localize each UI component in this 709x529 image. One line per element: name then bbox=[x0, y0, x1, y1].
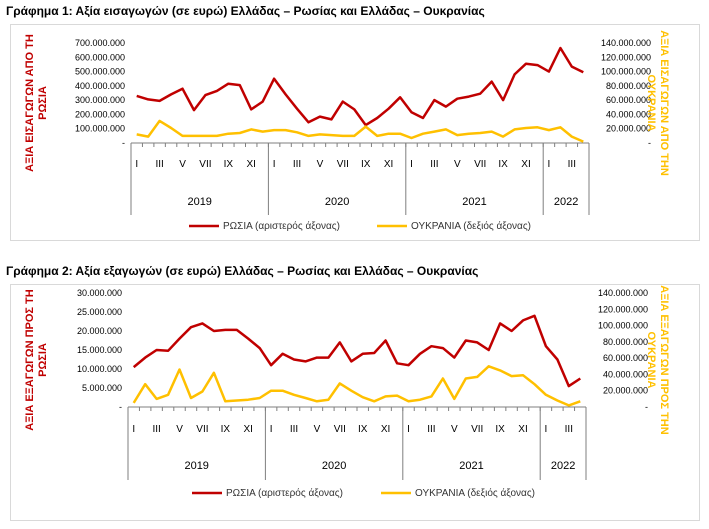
left-tick-label: 15.000.000 bbox=[77, 345, 122, 355]
chart2-svg: - 5.000.000 10.000.000 15.000.000 20.000.000… bbox=[24, 285, 670, 499]
month-label: III bbox=[290, 424, 298, 435]
month-label: VII bbox=[199, 159, 211, 170]
right-tick-label: 60.000.000 bbox=[603, 353, 648, 363]
month-label: V bbox=[314, 424, 321, 435]
chart1-svg: - 100.000.000 200.000.000 300.000.000 400.00… bbox=[24, 30, 670, 232]
year-label: 2020 bbox=[325, 196, 349, 208]
left-tick-label: 500.000.000 bbox=[75, 67, 125, 77]
month-label: I bbox=[132, 424, 135, 435]
left-tick-label: 5.000.000 bbox=[82, 383, 122, 393]
right-tick-label: 60.000.000 bbox=[606, 95, 651, 105]
left-tick-label: 200.000.000 bbox=[75, 109, 125, 119]
month-label: III bbox=[152, 424, 160, 435]
left-tick-label: 20.000.000 bbox=[77, 326, 122, 336]
year-label: 2021 bbox=[459, 460, 483, 472]
month-label: VII bbox=[334, 424, 346, 435]
right-axis-label: ΑΞΙΑ ΕΞΑΓΩΓΩΝ ΠΡΟΣ ΤΗΝΟΥΚΡΑΝΙΑ bbox=[645, 285, 670, 434]
month-label: VII bbox=[471, 424, 483, 435]
left-axis-label: ΑΞΙΑ ΕΞΑΓΩΓΩΝ ΠΡΟΣ ΤΗΡΩΣΙΑ bbox=[24, 289, 49, 431]
left-tick-label: - bbox=[122, 138, 125, 148]
left-tick-label: 100.000.000 bbox=[75, 124, 125, 134]
right-tick-label: - bbox=[645, 402, 648, 412]
month-label: IX bbox=[221, 424, 231, 435]
right-tick-label: 40.000.000 bbox=[606, 109, 651, 119]
series-line-ukraine bbox=[136, 119, 584, 143]
year-label: 2022 bbox=[554, 196, 578, 208]
month-label: I bbox=[135, 159, 138, 170]
left-axis-label: ΑΞΙΑ ΕΙΣΑΓΩΓΩΝ ΑΠΟ ΤΗΡΩΣΙΑ bbox=[24, 34, 49, 172]
right-tick-label: 100.000.000 bbox=[601, 67, 651, 77]
right-tick-label: 100.000.000 bbox=[598, 321, 648, 331]
month-label: III bbox=[427, 424, 435, 435]
right-tick-label: 80.000.000 bbox=[606, 81, 651, 91]
left-tick-label: 25.000.000 bbox=[77, 307, 122, 317]
series-line-russia bbox=[132, 314, 581, 388]
month-label: VII bbox=[196, 424, 208, 435]
month-label: XI bbox=[518, 424, 527, 435]
month-label: XI bbox=[384, 159, 393, 170]
month-label: III bbox=[565, 424, 573, 435]
month-label: III bbox=[293, 159, 301, 170]
year-label: 2022 bbox=[551, 460, 575, 472]
month-label: VII bbox=[337, 159, 349, 170]
month-label: VII bbox=[474, 159, 486, 170]
month-label: I bbox=[548, 159, 551, 170]
legend-label-ukraine: ΟΥΚΡΑΝΙΑ (δεξιός άξονας) bbox=[415, 487, 535, 499]
chart2-panel: - 5.000.000 10.000.000 15.000.000 20.000.000… bbox=[10, 284, 700, 521]
year-label: 2020 bbox=[322, 460, 346, 472]
month-label: I bbox=[545, 424, 548, 435]
month-label: IX bbox=[498, 159, 508, 170]
right-tick-label: 140.000.000 bbox=[598, 288, 648, 298]
chart1-title: Γράφημα 1: Αξία εισαγωγών (σε ευρώ) Ελλά… bbox=[6, 4, 485, 18]
left-tick-label: 10.000.000 bbox=[77, 364, 122, 374]
month-label: IX bbox=[495, 424, 505, 435]
left-tick-label: - bbox=[119, 402, 122, 412]
right-tick-label: 120.000.000 bbox=[598, 304, 648, 314]
month-label: III bbox=[430, 159, 438, 170]
series-line-ukraine bbox=[132, 365, 581, 407]
right-tick-label: 20.000.000 bbox=[606, 124, 651, 134]
month-label: I bbox=[273, 159, 276, 170]
right-tick-label: 40.000.000 bbox=[603, 369, 648, 379]
month-label: III bbox=[568, 159, 576, 170]
legend-label-russia: ΡΩΣΙΑ (αριστερός άξονας) bbox=[226, 487, 343, 499]
chart1-panel: - 100.000.000 200.000.000 300.000.000 400.00… bbox=[10, 24, 700, 241]
series-line-russia bbox=[136, 46, 584, 127]
right-tick-label: 120.000.000 bbox=[601, 52, 651, 62]
chart2-title: Γράφημα 2: Αξία εξαγωγών (σε ευρώ) Ελλάδ… bbox=[6, 264, 479, 278]
month-label: V bbox=[454, 159, 461, 170]
left-tick-label: 300.000.000 bbox=[75, 95, 125, 105]
left-tick-label: 400.000.000 bbox=[75, 81, 125, 91]
month-label: V bbox=[176, 424, 183, 435]
month-label: III bbox=[155, 159, 163, 170]
month-label: IX bbox=[358, 424, 368, 435]
month-label: I bbox=[407, 424, 410, 435]
month-label: IX bbox=[224, 159, 234, 170]
legend-label-ukraine: ΟΥΚΡΑΝΙΑ (δεξιός άξονας) bbox=[411, 220, 531, 232]
month-label: IX bbox=[361, 159, 371, 170]
month-label: I bbox=[410, 159, 413, 170]
month-label: XI bbox=[246, 159, 255, 170]
right-axis-label: ΑΞΙΑ ΕΙΣΑΓΩΓΩΝ ΑΠΟ ΤΗΝΟΥΚΡΑΝΙΑ bbox=[645, 30, 670, 176]
right-tick-label: 20.000.000 bbox=[603, 386, 648, 396]
month-label: V bbox=[179, 159, 186, 170]
year-label: 2019 bbox=[187, 196, 211, 208]
month-label: XI bbox=[381, 424, 390, 435]
month-label: XI bbox=[243, 424, 252, 435]
right-tick-label: 140.000.000 bbox=[601, 38, 651, 48]
right-tick-label: 80.000.000 bbox=[603, 337, 648, 347]
left-tick-label: 600.000.000 bbox=[75, 52, 125, 62]
month-label: XI bbox=[521, 159, 530, 170]
month-label: V bbox=[451, 424, 458, 435]
year-label: 2021 bbox=[462, 196, 486, 208]
month-label: V bbox=[317, 159, 324, 170]
legend-label-russia: ΡΩΣΙΑ (αριστερός άξονας) bbox=[223, 220, 340, 232]
left-tick-label: 30.000.000 bbox=[77, 288, 122, 298]
month-label: I bbox=[270, 424, 273, 435]
year-label: 2019 bbox=[184, 460, 208, 472]
left-tick-label: 700.000.000 bbox=[75, 38, 125, 48]
right-tick-label: - bbox=[648, 138, 651, 148]
